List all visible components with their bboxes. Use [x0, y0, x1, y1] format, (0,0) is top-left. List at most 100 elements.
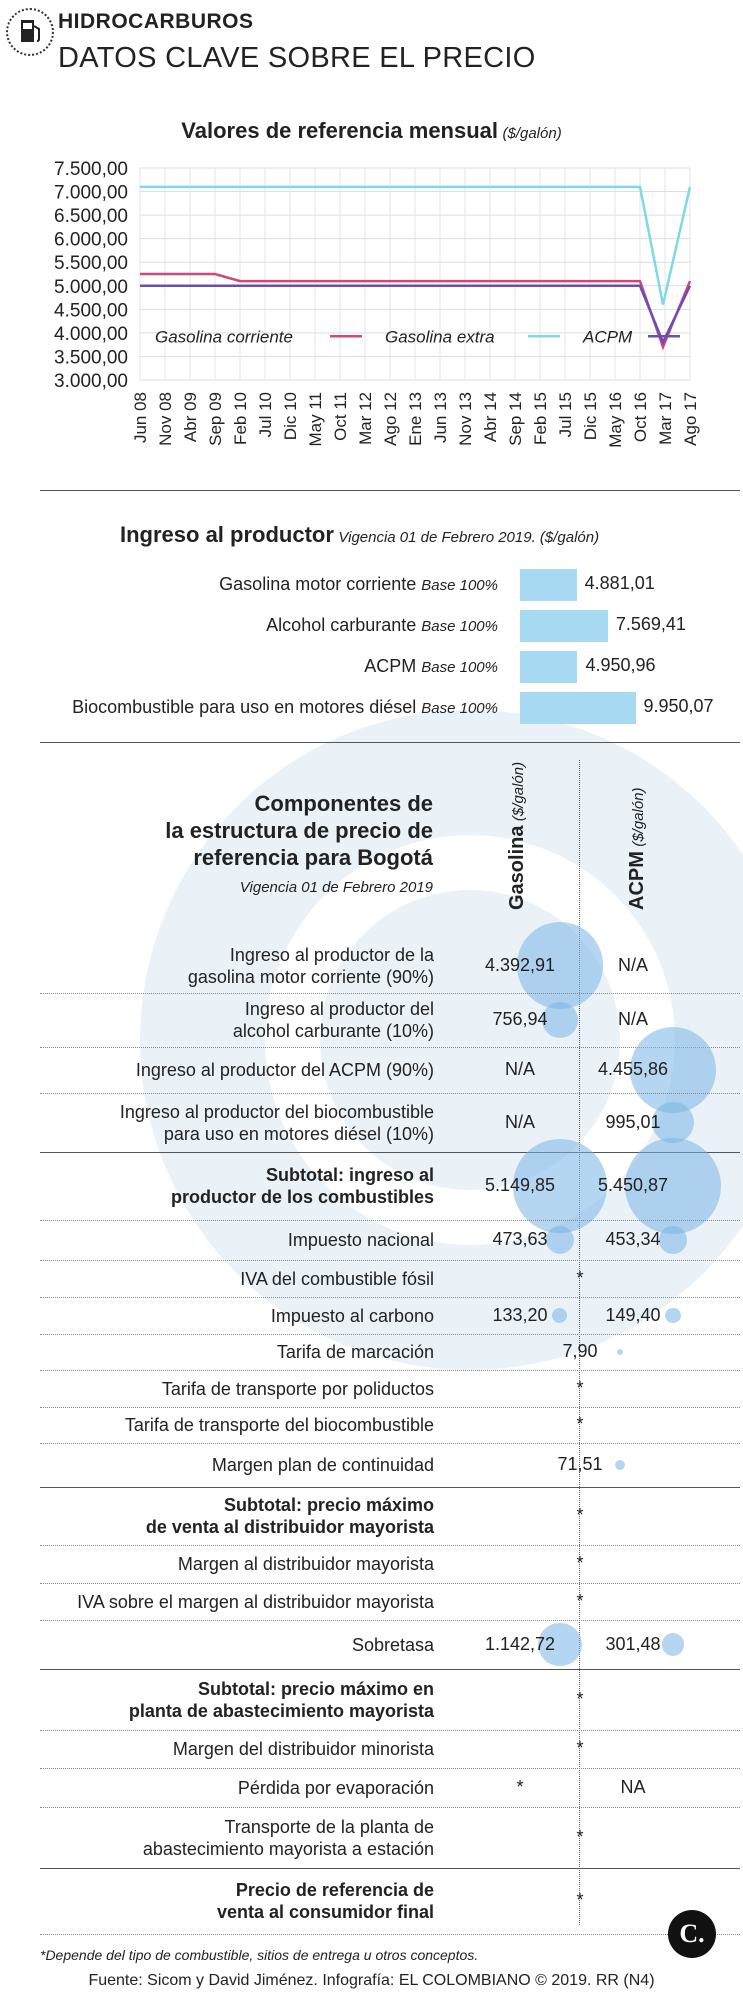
table-cell-merged: 71,51 — [557, 1454, 603, 1474]
x-tick-label: Abr 14 — [481, 392, 500, 442]
table-cell-acpm: N/A — [617, 954, 648, 975]
x-tick-label: Sep 14 — [506, 392, 525, 446]
row-separator — [40, 1220, 740, 1221]
table-cell-merged: * — [576, 1505, 584, 1525]
value-bubble — [659, 1226, 687, 1254]
page-title: DATOS CLAVE SOBRE EL PRECIO — [58, 42, 536, 74]
table-row-label: Sobretasa — [351, 1634, 434, 1655]
line-chart-unit: ($/galón) — [502, 125, 562, 142]
table-cell-merged: * — [576, 1738, 584, 1758]
series-line — [140, 284, 692, 346]
table-cell-acpm: 453,34 — [605, 1229, 661, 1249]
table-row-label: Ingreso al productor del alcohol carburan… — [232, 999, 434, 1041]
value-bubble — [617, 1349, 623, 1355]
legend-label: Gasolina extra — [385, 327, 495, 346]
y-tick-label: 6.500,00 — [54, 206, 128, 227]
x-tick-label: Abr 09 — [181, 392, 200, 442]
value-bubble — [661, 1633, 685, 1656]
x-tick-label: Ago 12 — [381, 392, 400, 446]
table-cell-acpm: 301,48 — [605, 1633, 661, 1654]
bar-value-label: 4.881,01 — [584, 573, 655, 593]
x-tick-label: Mar 12 — [356, 392, 375, 445]
table-row-label: IVA del combustible fósil — [240, 1268, 434, 1289]
x-tick-label: Nov 13 — [456, 392, 475, 446]
value-bubble — [629, 1026, 717, 1114]
row-separator — [40, 1583, 740, 1584]
table-subtitle: Vigencia 01 de Febrero 2019 — [239, 879, 433, 896]
x-tick-label: Oct 16 — [631, 392, 650, 442]
table-row-label: Subtotal: precio máximo en planta de abas… — [128, 1678, 434, 1721]
legend-label: Gasolina corriente — [155, 327, 293, 346]
y-tick-label: 3.500,00 — [54, 347, 128, 368]
line-chart-heading: Valores de referencia mensual ($/galón) — [0, 118, 743, 144]
column-divider — [579, 760, 580, 1925]
table-row-label: Transporte de la planta de abastecimiento… — [142, 1816, 434, 1859]
table-row-label: Margen al distribuidor mayorista — [177, 1554, 434, 1574]
table-row-label: Tarifa de transporte del biocombustible — [124, 1415, 434, 1435]
table-title-3: referencia para Bogotá — [193, 845, 433, 870]
value-bubble — [665, 1307, 681, 1324]
value-bubble — [552, 1307, 568, 1323]
divider — [40, 490, 740, 491]
row-separator — [40, 1868, 740, 1869]
table-cell-merged: * — [576, 1414, 584, 1434]
value-bubble — [652, 1101, 694, 1143]
bar-chart-subtitle: Vigencia 01 de Febrero 2019. ($/galón) — [338, 529, 600, 546]
bar-category-label: Alcohol carburante Base 100% — [266, 615, 498, 635]
y-tick-label: 3.000,00 — [54, 371, 128, 392]
value-bubble — [625, 1138, 721, 1234]
table-row-label: Impuesto nacional — [287, 1230, 434, 1250]
x-tick-label: Sep 09 — [206, 392, 225, 446]
row-separator — [40, 1093, 740, 1094]
table-cell-merged: 7,90 — [562, 1341, 598, 1361]
header-kicker: HIDROCARBUROS — [58, 10, 254, 33]
table-row-label: Impuesto al carbono — [270, 1305, 434, 1326]
table-row-label: Margen plan de continuidad — [211, 1455, 434, 1475]
divider — [40, 742, 740, 743]
row-separator — [40, 1807, 740, 1808]
x-tick-label: Jul 10 — [256, 392, 275, 437]
value-bubble — [542, 1002, 578, 1038]
line-chart-title: Valores de referencia mensual — [181, 118, 499, 143]
legend-label: ACPM — [582, 327, 633, 346]
bar-chart: Gasolina motor corriente Base 100% 4.881,… — [0, 565, 743, 735]
table-cell-merged: * — [576, 1553, 584, 1573]
table-cell-gasolina: 133,20 — [492, 1304, 548, 1325]
table-cell-gasolina: N/A — [504, 1111, 535, 1132]
table-cell-acpm: 149,40 — [605, 1304, 661, 1325]
row-separator — [40, 1934, 740, 1935]
value-bubble — [545, 1225, 575, 1255]
row-separator — [40, 1730, 740, 1731]
y-tick-label: 7.500,00 — [54, 159, 128, 180]
table-heading: Componentes de la estructura de precio d… — [0, 790, 433, 896]
table-row-label: Tarifa de transporte por poliductos — [161, 1378, 434, 1399]
table-row-label: Margen del distribuidor minorista — [172, 1739, 434, 1759]
bar-category-label: Gasolina motor corriente Base 100% — [219, 574, 498, 594]
y-tick-label: 5.000,00 — [54, 277, 128, 298]
x-tick-label: Oct 11 — [331, 392, 350, 441]
table-cell-gasolina: 4.392,91 — [484, 954, 556, 975]
x-tick-label: Nov 08 — [156, 392, 175, 446]
bar-chart-title: Ingreso al productor — [120, 522, 334, 547]
bar-value-label: 4.950,96 — [585, 655, 656, 675]
x-tick-label: Jun 13 — [431, 392, 450, 443]
row-separator — [40, 1768, 740, 1769]
brand-logo: C. — [668, 1910, 716, 1958]
y-tick-label: 5.500,00 — [54, 253, 128, 274]
row-separator — [40, 1297, 740, 1298]
bar-value-label: 7.569,41 — [615, 614, 686, 634]
x-tick-label: Dic 15 — [581, 392, 600, 440]
table-cell-gasolina: 756,94 — [492, 1009, 548, 1029]
table-cell-acpm: 5.450,87 — [597, 1175, 669, 1195]
table-row-label: Ingreso al productor de la gasolina motor… — [187, 944, 434, 987]
table-cell-merged: * — [576, 1267, 584, 1288]
row-separator — [40, 1370, 740, 1371]
table-row-label: Tarifa de marcación — [276, 1342, 434, 1362]
row-separator — [40, 1443, 740, 1444]
table-cell-gasolina: N/A — [504, 1059, 535, 1079]
x-tick-label: Dic 10 — [281, 392, 300, 440]
y-tick-label: 6.000,00 — [54, 230, 128, 251]
y-tick-label: 4.000,00 — [54, 324, 128, 345]
table-cell-merged: * — [576, 1377, 584, 1398]
